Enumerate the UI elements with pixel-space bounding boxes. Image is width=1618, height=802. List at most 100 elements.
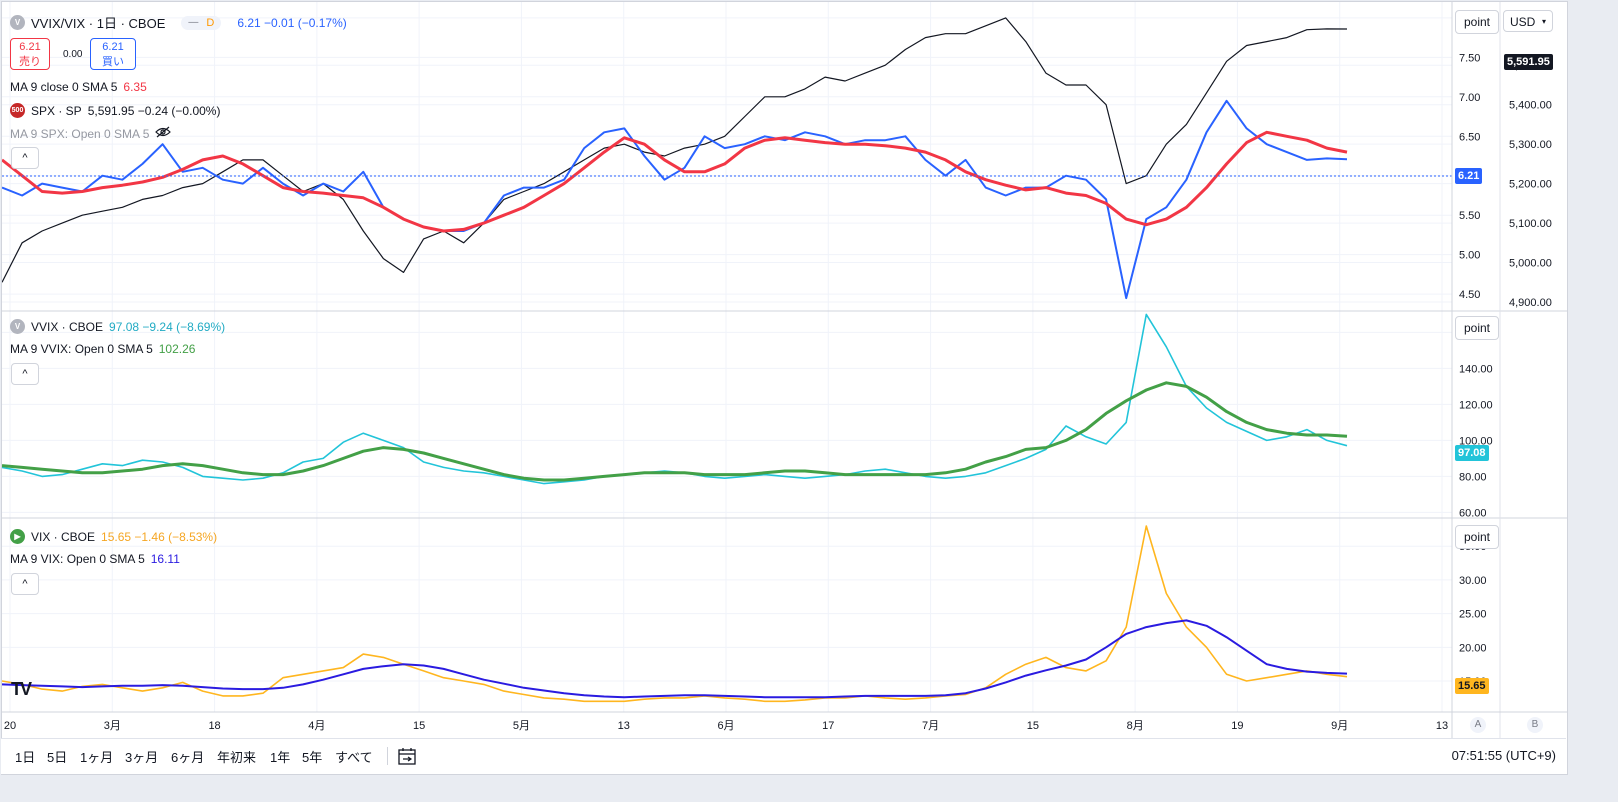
pane3-ma-legend[interactable]: MA 9 VIX: Open 0 SMA 5 16.11 (10, 552, 180, 566)
time-tick-label: 3月 (104, 720, 121, 732)
chevron-up-icon: ^ (22, 578, 28, 590)
range-1m[interactable]: 1ヶ月 (80, 750, 114, 765)
pane1-scale-button[interactable]: point (1455, 10, 1499, 34)
range-all[interactable]: すべて (335, 750, 373, 765)
pane3-symbol[interactable]: VIX · CBOE (31, 529, 96, 544)
range-5y[interactable]: 5年 (302, 750, 323, 765)
currency-label: USD (1510, 15, 1536, 29)
pane1-legend[interactable]: V VVIX/VIX · 1日 · CBOE — D 6.21 −0.01 (−… (10, 13, 347, 32)
range-5d[interactable]: 5日 (47, 750, 68, 765)
pane2-ma-value: 102.26 (158, 342, 196, 356)
time-tick-label: 8月 (1127, 720, 1144, 732)
pane1-price-tag: 6.21 (1455, 168, 1483, 184)
spx-tick-label: 5,100.00 (1509, 218, 1552, 230)
spx-label: SPX · SP (31, 103, 82, 118)
pane3-collapse-button[interactable]: ^ (11, 573, 39, 595)
range-1y[interactable]: 1年 (270, 750, 291, 765)
log-scale-button[interactable]: B (1527, 717, 1543, 733)
time-tick-label: 18 (208, 720, 220, 732)
spx-price-tag: 5,591.95 (1504, 54, 1553, 70)
price-tick-label: 7.50 (1459, 52, 1480, 64)
price-tick-label: 6.50 (1459, 131, 1480, 143)
time-tick-label: 6月 (717, 720, 734, 732)
pane2-ma-label: MA 9 VVIX: Open 0 SMA 5 (10, 342, 153, 356)
spx-tick-label: 4,900.00 (1509, 297, 1552, 309)
chart-panes[interactable]: 8.007.507.006.506.005.505.004.505,500.00… (2, 2, 1567, 738)
vix-tick-label: 30.00 (1459, 575, 1487, 587)
bottom-toolbar: 1日 5日 1ヶ月 3ヶ月 6ヶ月 年初来 1年 5年 すべて 07:51:55… (1, 738, 1566, 774)
play-icon: ▶ (10, 529, 25, 544)
pane1-symbol[interactable]: VVIX/VIX · 1日 · CBOE (31, 16, 166, 31)
vvix-series-line (2, 313, 1348, 485)
spx-tick-label: 5,300.00 (1509, 139, 1552, 151)
buy-price: 6.21 (102, 41, 124, 53)
vvix-tick-label: 100.00 (1459, 435, 1493, 447)
vvix-tick-label: 60.00 (1459, 507, 1487, 519)
pane1-collapse-button[interactable]: ^ (11, 147, 39, 169)
auto-scale-button[interactable]: A (1470, 717, 1486, 733)
symbol-icon: V (10, 319, 25, 334)
time-tick-label: 19 (1231, 720, 1243, 732)
pane3-scale-button[interactable]: point (1455, 525, 1499, 549)
time-tick-label: 7月 (922, 720, 939, 732)
pane2-collapse-button[interactable]: ^ (11, 363, 39, 385)
pane3-legend[interactable]: ▶ VIX · CBOE 15.65 −1.46 (−8.53%) (10, 529, 217, 544)
vix-series-line (2, 525, 1348, 703)
dash-badge: — (188, 17, 199, 28)
hidden-eye-icon[interactable] (155, 126, 172, 141)
pane1-quote: 6.21 −0.01 (−0.17%) (237, 15, 347, 30)
sell-button[interactable]: 6.21 売り (10, 38, 50, 70)
range-1d[interactable]: 1日 (15, 750, 36, 765)
spx-ma-legend[interactable]: MA 9 SPX: Open 0 SMA 5 (10, 126, 172, 141)
time-tick-label: 13 (1436, 720, 1448, 732)
time-tick-label: 15 (413, 720, 425, 732)
price-tick-label: 5.00 (1459, 250, 1480, 262)
spx-quote: 5,591.95 −0.24 (−0.00%) (87, 103, 221, 118)
range-ytd[interactable]: 年初来 (217, 750, 257, 765)
pane2-ma-legend[interactable]: MA 9 VVIX: Open 0 SMA 5 102.26 (10, 342, 195, 356)
status-badge: — D (181, 15, 222, 30)
sell-label: 売り (19, 56, 41, 68)
price-tick-label: 7.00 (1459, 92, 1480, 104)
time-tick-label: 20 (4, 720, 16, 732)
ma-label: MA 9 close 0 SMA 5 (10, 80, 118, 94)
time-tick-label: 15 (1027, 720, 1039, 732)
sell-price: 6.21 (19, 41, 41, 53)
time-tick-label: 17 (822, 720, 834, 732)
delay-badge: D (206, 16, 215, 29)
chevron-up-icon: ^ (22, 152, 28, 164)
pane2-scale-button[interactable]: point (1455, 316, 1499, 340)
calendar-range-icon[interactable] (397, 746, 417, 771)
time-tick-label: 4月 (308, 720, 325, 732)
clock[interactable]: 07:51:55 (UTC+9) (1451, 748, 1556, 763)
pane3-quote: 15.65 −1.46 (−8.53%) (101, 529, 218, 544)
pane2-price-tag: 97.08 (1455, 445, 1489, 461)
tradingview-logo[interactable]: TV (11, 679, 32, 699)
spread-value: 0.00 (63, 49, 83, 60)
chart-window: 8.007.507.006.506.005.505.004.505,500.00… (1, 1, 1568, 775)
chevron-down-icon: ▾ (1541, 17, 1546, 26)
range-3m[interactable]: 3ヶ月 (125, 750, 159, 765)
vvix-tick-label: 120.00 (1459, 399, 1493, 411)
spx-legend[interactable]: 500 SPX · SP 5,591.95 −0.24 (−0.00%) (10, 103, 220, 118)
vix-ma-line (2, 619, 1348, 699)
spx-tick-label: 5,000.00 (1509, 258, 1552, 270)
spx-ma-label: MA 9 SPX: Open 0 SMA 5 (10, 126, 150, 141)
ratio-series-line (2, 99, 1348, 300)
currency-select[interactable]: USD ▾ (1503, 10, 1553, 32)
pane2-symbol[interactable]: VVIX · CBOE (31, 319, 104, 334)
time-tick-label: 13 (618, 720, 630, 732)
ratio-ma-line (2, 130, 1348, 233)
pane3-ma-value: 16.11 (150, 552, 180, 566)
buy-button[interactable]: 6.21 買い (90, 38, 136, 70)
ma-legend[interactable]: MA 9 close 0 SMA 5 6.35 (10, 80, 147, 94)
range-6m[interactable]: 6ヶ月 (171, 750, 205, 765)
pane2-legend[interactable]: V VVIX · CBOE 97.08 −9.24 (−8.69%) (10, 319, 225, 334)
spx-tick-label: 5,400.00 (1509, 100, 1552, 112)
separator (387, 747, 388, 765)
vvix-tick-label: 80.00 (1459, 471, 1487, 483)
vvix-tick-label: 140.00 (1459, 363, 1493, 375)
vvix-ma-line (2, 381, 1348, 482)
spx-tick-label: 5,200.00 (1509, 179, 1552, 191)
vix-tick-label: 25.00 (1459, 609, 1487, 621)
